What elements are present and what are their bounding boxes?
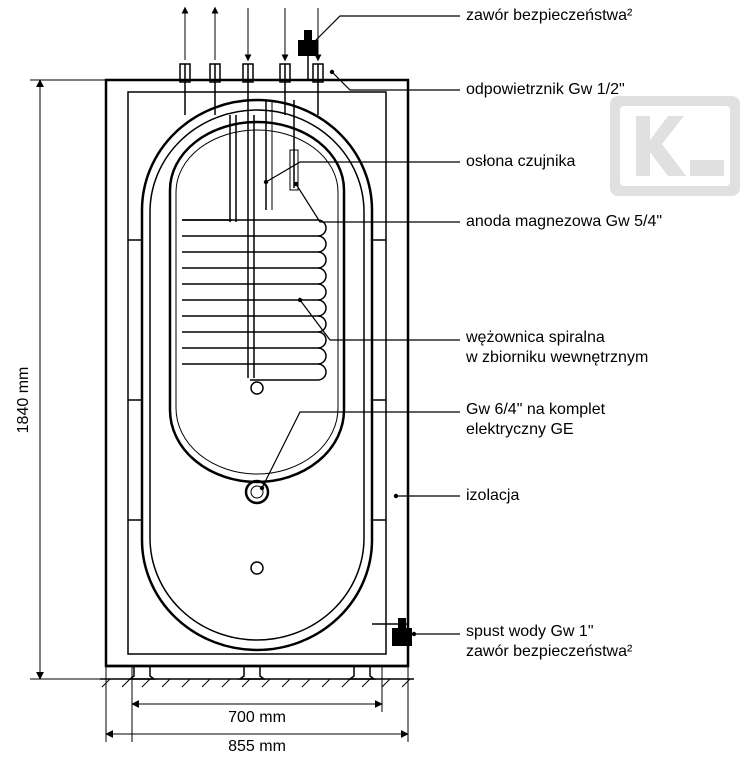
label-coil: wężownica spiralnaw zbiorniku wewnętrzny… bbox=[465, 329, 648, 366]
tank-diagram: zawór bezpieczeństwa² odpowietrznik Gw 1/… bbox=[0, 0, 754, 759]
inner-tank bbox=[170, 122, 344, 482]
ge-heater-port bbox=[246, 481, 268, 503]
label-safety-valve-top: zawór bezpieczeństwa² bbox=[466, 7, 633, 24]
mid-port bbox=[251, 382, 263, 394]
label-drain: spust wody Gw 1"zawór bezpieczeństwa² bbox=[466, 623, 633, 660]
label-insulation: izolacja bbox=[466, 487, 519, 504]
barrel-inner bbox=[150, 110, 364, 640]
label-air-vent: odpowietrznik Gw 1/2" bbox=[466, 81, 625, 98]
inner-tank-inner bbox=[176, 130, 338, 474]
label-anode: anoda magnezowa Gw 5/4" bbox=[466, 213, 662, 230]
dim-width-inner: 700 mm bbox=[228, 709, 286, 726]
floor-hatch bbox=[102, 679, 410, 687]
label-sensor-cover: osłona czujnika bbox=[466, 153, 576, 170]
tank-drawing bbox=[100, 8, 414, 687]
watermark-logo bbox=[610, 96, 740, 196]
insulation-inner-line bbox=[128, 92, 386, 654]
label-ge-port: Gw 6/4" na kompletelektryczny GE bbox=[466, 401, 606, 438]
lower-port bbox=[251, 562, 263, 574]
dim-width-outer: 855 mm bbox=[228, 738, 286, 755]
drain-valve-icon bbox=[372, 618, 412, 646]
tank-feet bbox=[130, 666, 374, 679]
safety-valve-top-icon bbox=[298, 30, 318, 80]
leader-safety-valve-top bbox=[312, 16, 460, 44]
leader-anode bbox=[296, 184, 460, 222]
dim-height: 1840 mm bbox=[15, 367, 32, 434]
